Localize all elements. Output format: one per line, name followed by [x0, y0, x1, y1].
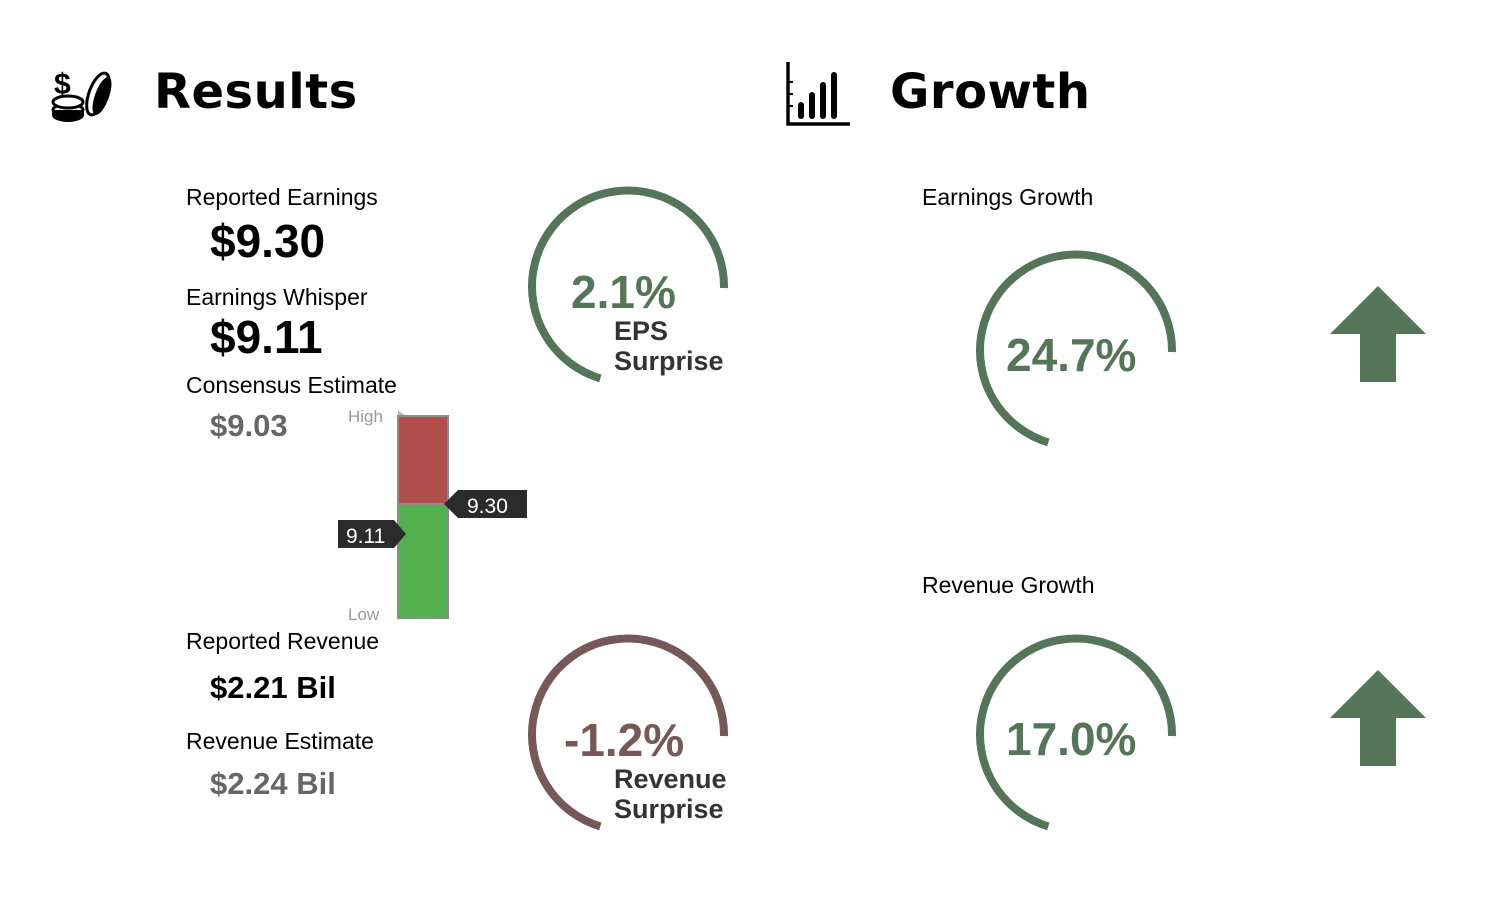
earnings-whisper-value: $9.11 [210, 311, 323, 363]
growth-title: Growth [890, 64, 1091, 120]
reported-tag-text: 9.30 [467, 495, 508, 518]
revenue-surprise-caption-2: Surprise [614, 794, 724, 824]
eps-surprise-gauge: 2.1% EPS Surprise [528, 186, 729, 383]
results-title: Results [154, 64, 358, 120]
eps-surprise-value: 2.1% [571, 266, 676, 318]
earnings-growth-up-arrow-icon [1330, 286, 1426, 382]
revenue-growth-arc [976, 634, 1177, 831]
consensus-estimate-label: Consensus Estimate [186, 372, 397, 398]
earnings-growth-value: 24.7% [1006, 329, 1136, 381]
revenue-growth-label: Revenue Growth [922, 572, 1095, 598]
earnings-growth-gauge: 24.7% [976, 250, 1177, 447]
eps-surprise-caption-2: Surprise [614, 346, 724, 376]
whisper-value-tag: 9.11 [338, 520, 406, 548]
results-header: $ Results [50, 62, 380, 122]
revenue-surprise-gauge: -1.2% Revenue Surprise [528, 634, 729, 831]
revenue-growth-up-arrow-icon [1330, 670, 1426, 766]
earnings-growth-label: Earnings Growth [922, 184, 1094, 210]
consensus-estimate-value: $9.03 [210, 408, 288, 443]
revenue-growth-value: 17.0% [1006, 713, 1136, 765]
eps-surprise-arc [528, 186, 729, 383]
range-low-label: Low [348, 605, 380, 624]
coins-dollar-icon: $ [51, 68, 112, 122]
range-bar-high-segment [397, 415, 449, 505]
reported-earnings-value: $9.30 [210, 215, 326, 267]
revenue-estimate-label: Revenue Estimate [186, 728, 374, 754]
bar-chart-icon [786, 62, 850, 126]
earnings-whisper-label: Earnings Whisper [186, 284, 368, 310]
revenue-surprise-value: -1.2% [564, 714, 684, 766]
reported-earnings-label: Reported Earnings [186, 184, 378, 210]
revenue-surprise-caption-1: Revenue [614, 764, 727, 794]
estimate-range-bar: High Low 9.30 9.11 [338, 407, 527, 624]
range-high-label: High [348, 407, 383, 426]
earnings-growth-arc [976, 250, 1177, 447]
growth-header: Growth [784, 60, 1114, 128]
eps-surprise-caption-1: EPS [614, 316, 668, 346]
revenue-growth-gauge: 17.0% [976, 634, 1177, 831]
reported-value-tag: 9.30 [444, 490, 527, 518]
revenue-estimate-value: $2.24 Bil [210, 766, 336, 801]
svg-text:$: $ [54, 68, 71, 101]
reported-revenue-value: $2.21 Bil [210, 670, 336, 705]
range-bar-low-segment [397, 503, 449, 619]
revenue-surprise-arc [528, 634, 729, 831]
whisper-tag-text: 9.11 [346, 525, 385, 548]
reported-revenue-label: Reported Revenue [186, 628, 380, 654]
